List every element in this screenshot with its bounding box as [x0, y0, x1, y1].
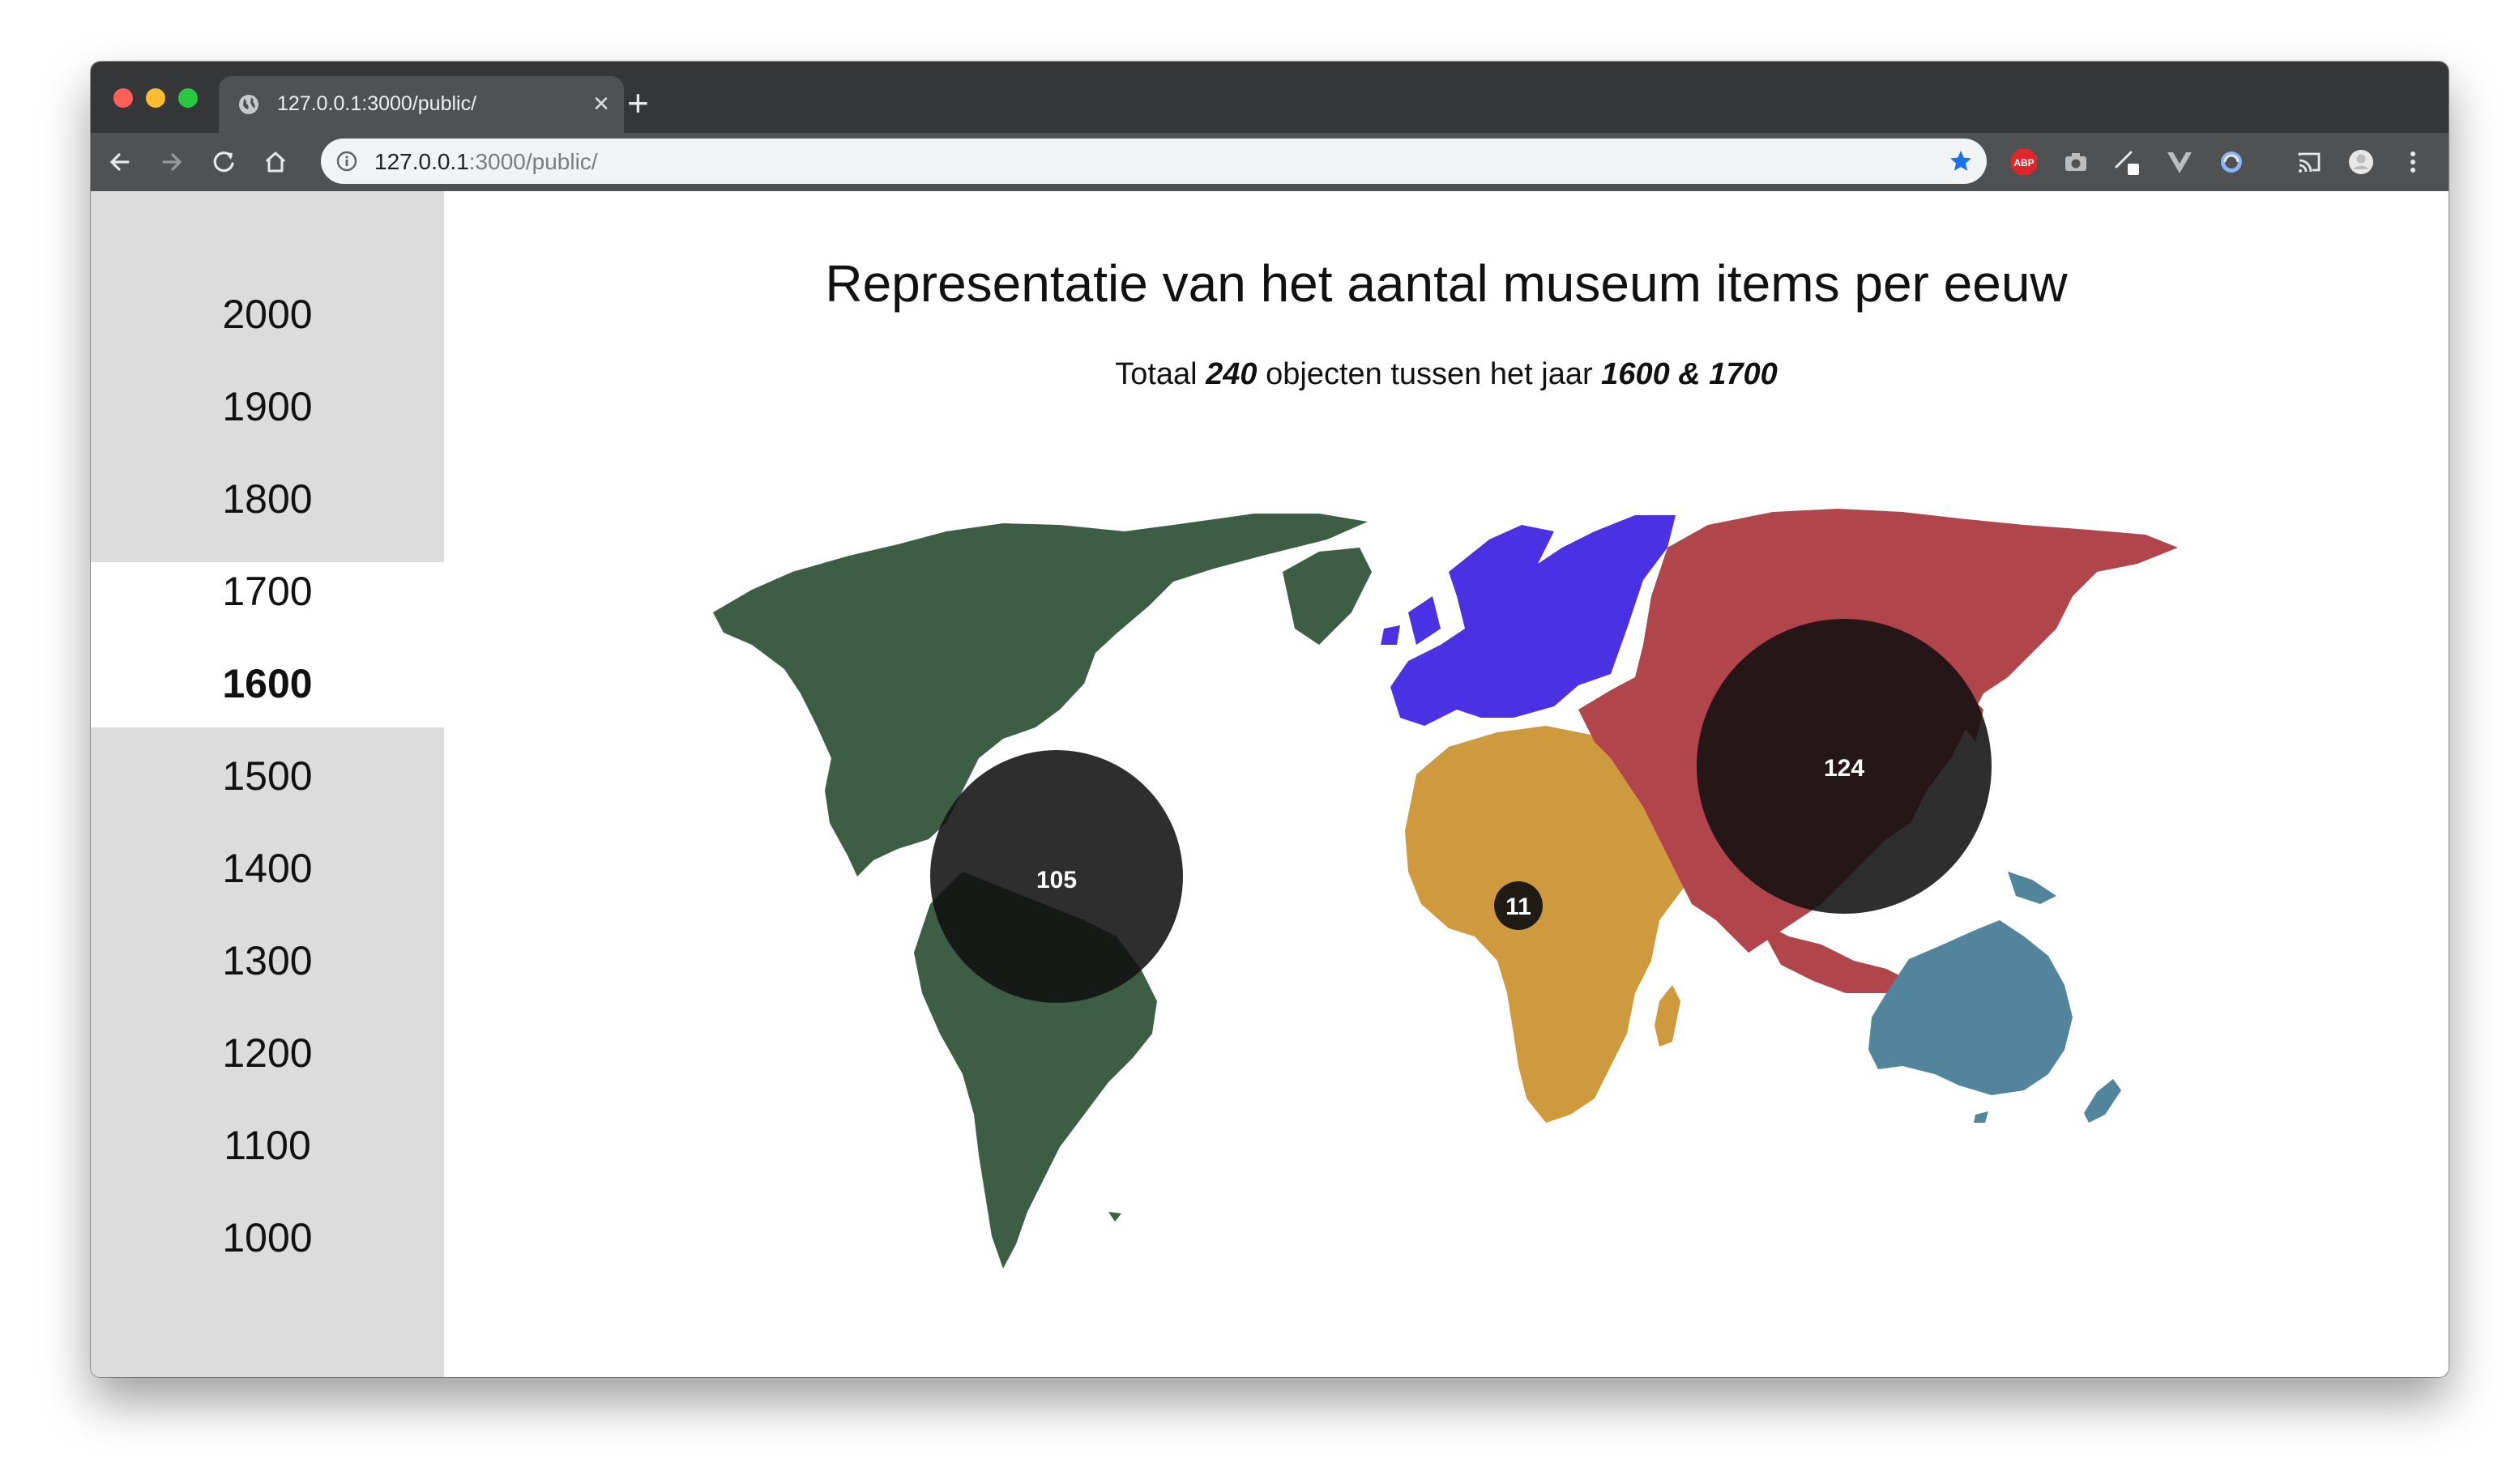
- sync-extension-icon[interactable]: [2215, 146, 2248, 178]
- continent-africa[interactable]: [1405, 726, 1708, 1123]
- page-title: Representatie van het aantal museum item…: [825, 254, 2068, 313]
- bubble-americas-label: 105: [1036, 867, 1077, 893]
- url-text[interactable]: 127.0.0.1:3000/public/: [374, 149, 598, 174]
- close-window-button[interactable]: [113, 88, 133, 108]
- info-icon[interactable]: [335, 150, 358, 173]
- continent-oceania[interactable]: [1868, 872, 2121, 1123]
- browser-window: 127.0.0.1:3000/public/ × + 127.0.0.1:300…: [91, 62, 2449, 1377]
- continent-americas[interactable]: [713, 514, 1372, 1269]
- star-icon[interactable]: [1948, 148, 1974, 174]
- browser-tab[interactable]: 127.0.0.1:3000/public/ ×: [219, 76, 624, 133]
- year-range: 1600 & 1700: [1601, 357, 1778, 391]
- title-bar: 127.0.0.1:3000/public/ × +: [91, 62, 2449, 133]
- bubble-asia-label: 124: [1824, 755, 1864, 782]
- cast-icon[interactable]: [2293, 146, 2325, 178]
- century-item-1100[interactable]: 1100: [224, 1123, 311, 1168]
- bubble-americas[interactable]: [930, 750, 1183, 1003]
- bubble-africa-label: 11: [1505, 893, 1531, 920]
- vue-devtools-icon[interactable]: [2163, 146, 2196, 178]
- century-sidebar: 2000 1900 1800 1700 1600 1500 1400 1300 …: [91, 191, 444, 1377]
- browser-toolbar: 127.0.0.1:3000/public/ ABP: [91, 133, 2449, 191]
- continent-europe[interactable]: [1381, 515, 1676, 726]
- tab-title: 127.0.0.1:3000/public/: [277, 92, 477, 115]
- camera-icon[interactable]: [2060, 146, 2092, 178]
- profile-avatar-icon[interactable]: [2345, 146, 2377, 178]
- globe-icon: [239, 95, 258, 114]
- century-item-2000[interactable]: 2000: [222, 292, 313, 337]
- adblock-icon[interactable]: ABP: [2008, 146, 2040, 178]
- century-item-1900[interactable]: 1900: [222, 384, 313, 429]
- century-item-1800[interactable]: 1800: [222, 476, 313, 522]
- page-subtitle: Totaal 240 objecten tussen het jaar 1600…: [1115, 357, 1778, 391]
- arrow-left-icon[interactable]: [104, 146, 136, 178]
- pen-extension-icon[interactable]: [2111, 146, 2144, 178]
- arrow-right-icon[interactable]: [156, 146, 188, 178]
- new-tab-button[interactable]: +: [627, 82, 649, 124]
- svg-text:ABP: ABP: [2013, 157, 2034, 168]
- address-bar[interactable]: 127.0.0.1:3000/public/: [321, 139, 1987, 184]
- century-item-1500[interactable]: 1500: [222, 753, 313, 799]
- bubble-africa[interactable]: [1494, 881, 1543, 930]
- world-map: 105 11 124: [713, 509, 2178, 1269]
- tab-close-icon[interactable]: ×: [593, 88, 609, 119]
- minimize-window-button[interactable]: [146, 88, 165, 108]
- selected-range-highlight: [91, 562, 444, 727]
- maximize-window-button[interactable]: [178, 88, 198, 108]
- century-item-1400[interactable]: 1400: [222, 846, 313, 891]
- bubble-asia[interactable]: [1697, 619, 1992, 914]
- century-item-1600[interactable]: 1600: [222, 661, 313, 706]
- century-item-1000[interactable]: 1000: [222, 1215, 313, 1260]
- total-count: 240: [1206, 357, 1258, 391]
- century-item-1200[interactable]: 1200: [222, 1030, 313, 1076]
- kebab-menu-icon[interactable]: [2397, 146, 2429, 178]
- century-item-1700[interactable]: 1700: [222, 569, 313, 614]
- page-content: 2000 1900 1800 1700 1600 1500 1400 1300 …: [91, 191, 2449, 1377]
- reload-icon[interactable]: [207, 146, 240, 178]
- home-icon[interactable]: [259, 146, 292, 178]
- century-item-1300[interactable]: 1300: [222, 938, 313, 983]
